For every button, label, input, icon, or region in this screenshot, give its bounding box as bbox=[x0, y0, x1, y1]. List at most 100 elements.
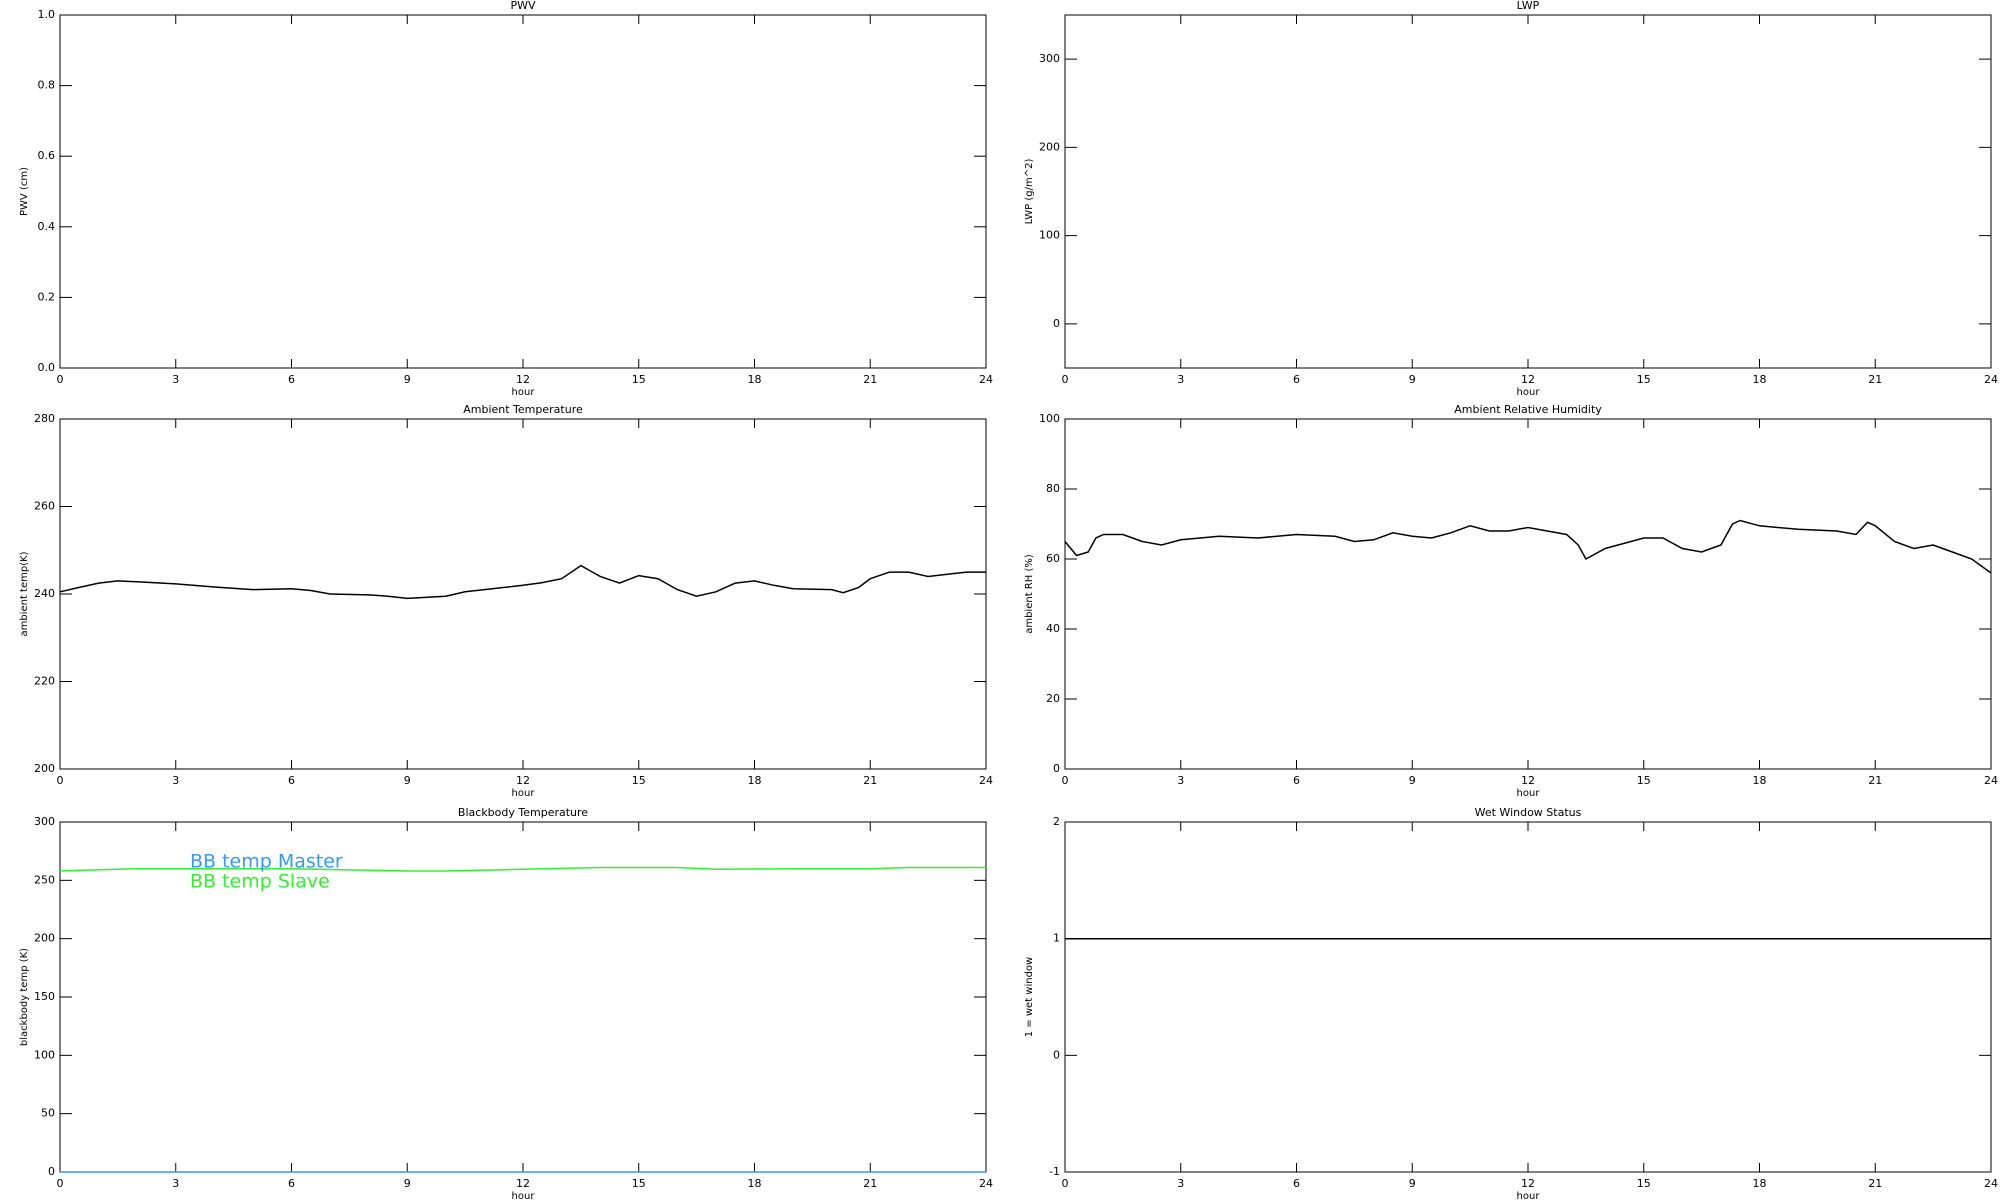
y-tick-label: 60 bbox=[1046, 552, 1060, 565]
y-tick-label: 300 bbox=[34, 815, 55, 828]
x-tick-label: 15 bbox=[632, 373, 646, 386]
y-tick-label: 0.0 bbox=[38, 361, 56, 374]
x-tick-label: 21 bbox=[1868, 774, 1882, 787]
y-tick-label: 2 bbox=[1053, 815, 1060, 828]
x-tick-label: 3 bbox=[1177, 1177, 1184, 1190]
y-tick-label: 20 bbox=[1046, 692, 1060, 705]
x-tick-label: 12 bbox=[1521, 373, 1535, 386]
x-tick-label: 6 bbox=[1293, 373, 1300, 386]
x-tick-label: 0 bbox=[1062, 373, 1069, 386]
y-axis-label: ambient temp(K) bbox=[19, 551, 30, 636]
y-tick-label: 80 bbox=[1046, 482, 1060, 495]
x-tick-label: 12 bbox=[516, 373, 530, 386]
x-tick-label: 21 bbox=[863, 1177, 877, 1190]
x-tick-label: 0 bbox=[57, 1177, 64, 1190]
y-tick-label: 0.4 bbox=[38, 220, 56, 233]
chart-panel: PWV 0 3 6 9 12 15 18 21 24 hour 0.0 0.2 0.4 0.6 0.8 1.0 P… bbox=[19, 0, 993, 398]
x-tick-label: 9 bbox=[1409, 774, 1416, 787]
x-tick-label: 15 bbox=[1637, 774, 1651, 787]
y-tick-label: 150 bbox=[34, 990, 55, 1003]
x-tick-label: 21 bbox=[1868, 373, 1882, 386]
x-axis-label: hour bbox=[512, 788, 536, 799]
x-tick-label: 0 bbox=[57, 774, 64, 787]
plot-frame bbox=[1064, 418, 1992, 770]
y-axis-label: ambient RH (%) bbox=[1024, 554, 1035, 634]
x-tick-label: 6 bbox=[288, 1177, 295, 1190]
legend-entry: BB temp Slave bbox=[190, 871, 330, 893]
y-tick-label: 240 bbox=[34, 587, 55, 600]
x-axis-label: hour bbox=[512, 387, 536, 398]
chart-panel: Ambient Relative Humidity 0 3 6 9 12 15 18 21 24 h… bbox=[1024, 403, 1998, 799]
x-tick-label: 15 bbox=[1637, 373, 1651, 386]
legend-entry: BB temp Master bbox=[190, 851, 343, 873]
chart-panel: Blackbody Temperature 0 3 6 9 12 15 18 21 24 hour 0… bbox=[19, 806, 993, 1200]
x-tick-label: 18 bbox=[748, 1177, 762, 1190]
plot-frame bbox=[1064, 821, 1992, 1173]
x-axis-label: hour bbox=[1517, 387, 1541, 398]
x-tick-label: 12 bbox=[516, 774, 530, 787]
x-tick-label: 15 bbox=[632, 774, 646, 787]
y-tick-label: 200 bbox=[1039, 140, 1060, 153]
y-tick-label: 0 bbox=[48, 1165, 55, 1178]
x-axis-label: hour bbox=[1517, 1191, 1541, 1200]
x-tick-label: 18 bbox=[1753, 774, 1767, 787]
y-tick-label: 100 bbox=[1039, 229, 1060, 242]
x-tick-label: 12 bbox=[1521, 1177, 1535, 1190]
chart-title: Blackbody Temperature bbox=[458, 806, 588, 819]
y-tick-label: 300 bbox=[1039, 52, 1060, 65]
x-tick-label: 9 bbox=[404, 774, 411, 787]
y-tick-label: 1 bbox=[1053, 932, 1060, 945]
x-tick-label: 24 bbox=[1984, 1177, 1998, 1190]
x-tick-label: 3 bbox=[172, 1177, 179, 1190]
y-tick-label: 0 bbox=[1053, 1048, 1060, 1061]
x-tick-label: 12 bbox=[1521, 774, 1535, 787]
y-tick-label: 260 bbox=[34, 500, 55, 513]
x-tick-label: 18 bbox=[748, 373, 762, 386]
y-tick-label: 280 bbox=[34, 412, 55, 425]
x-tick-label: 24 bbox=[1984, 774, 1998, 787]
x-tick-label: 24 bbox=[979, 774, 993, 787]
x-tick-label: 6 bbox=[288, 774, 295, 787]
y-axis-label: blackbody temp (K) bbox=[19, 948, 30, 1046]
x-tick-label: 15 bbox=[1637, 1177, 1651, 1190]
x-tick-label: 9 bbox=[1409, 1177, 1416, 1190]
y-tick-label: 250 bbox=[34, 873, 55, 886]
x-axis-label: hour bbox=[512, 1191, 536, 1200]
x-tick-label: 3 bbox=[1177, 373, 1184, 386]
y-tick-label: 100 bbox=[34, 1048, 55, 1061]
plot-frame bbox=[1064, 14, 1992, 369]
y-tick-label: 100 bbox=[1039, 412, 1060, 425]
y-tick-label: 220 bbox=[34, 675, 55, 688]
chart-panel: LWP 0 3 6 9 12 15 18 21 24 hour 0 100 200 300 LWP (g/m^… bbox=[1024, 0, 1998, 398]
y-tick-label: 0.2 bbox=[38, 290, 56, 303]
x-tick-label: 24 bbox=[979, 1177, 993, 1190]
x-tick-label: 0 bbox=[1062, 1177, 1069, 1190]
x-tick-label: 3 bbox=[1177, 774, 1184, 787]
y-tick-label: 1.0 bbox=[38, 8, 56, 21]
x-tick-label: 24 bbox=[1984, 373, 1998, 386]
y-tick-label: 0.8 bbox=[38, 79, 56, 92]
chart-title: Ambient Temperature bbox=[463, 403, 583, 416]
x-tick-label: 12 bbox=[516, 1177, 530, 1190]
chart-title: Ambient Relative Humidity bbox=[1454, 403, 1602, 416]
x-tick-label: 9 bbox=[404, 1177, 411, 1190]
chart-title: Wet Window Status bbox=[1475, 806, 1582, 819]
y-tick-label: 0.6 bbox=[38, 149, 56, 162]
x-tick-label: 6 bbox=[1293, 774, 1300, 787]
plot-frame bbox=[59, 418, 987, 770]
x-tick-label: 18 bbox=[1753, 373, 1767, 386]
y-tick-label: -1 bbox=[1049, 1165, 1060, 1178]
y-tick-label: 40 bbox=[1046, 622, 1060, 635]
chart-title: PWV bbox=[510, 0, 536, 12]
y-axis-label: PWV (cm) bbox=[19, 167, 30, 216]
y-tick-label: 200 bbox=[34, 762, 55, 775]
x-tick-label: 0 bbox=[1062, 774, 1069, 787]
y-tick-label: 50 bbox=[41, 1107, 55, 1120]
x-tick-label: 9 bbox=[404, 373, 411, 386]
data-line bbox=[59, 866, 986, 872]
x-tick-label: 6 bbox=[1293, 1177, 1300, 1190]
chart-panel: Ambient Temperature 0 3 6 9 12 15 18 21 24 hour 200… bbox=[19, 403, 993, 799]
y-axis-label: 1 = wet window bbox=[1024, 957, 1035, 1037]
